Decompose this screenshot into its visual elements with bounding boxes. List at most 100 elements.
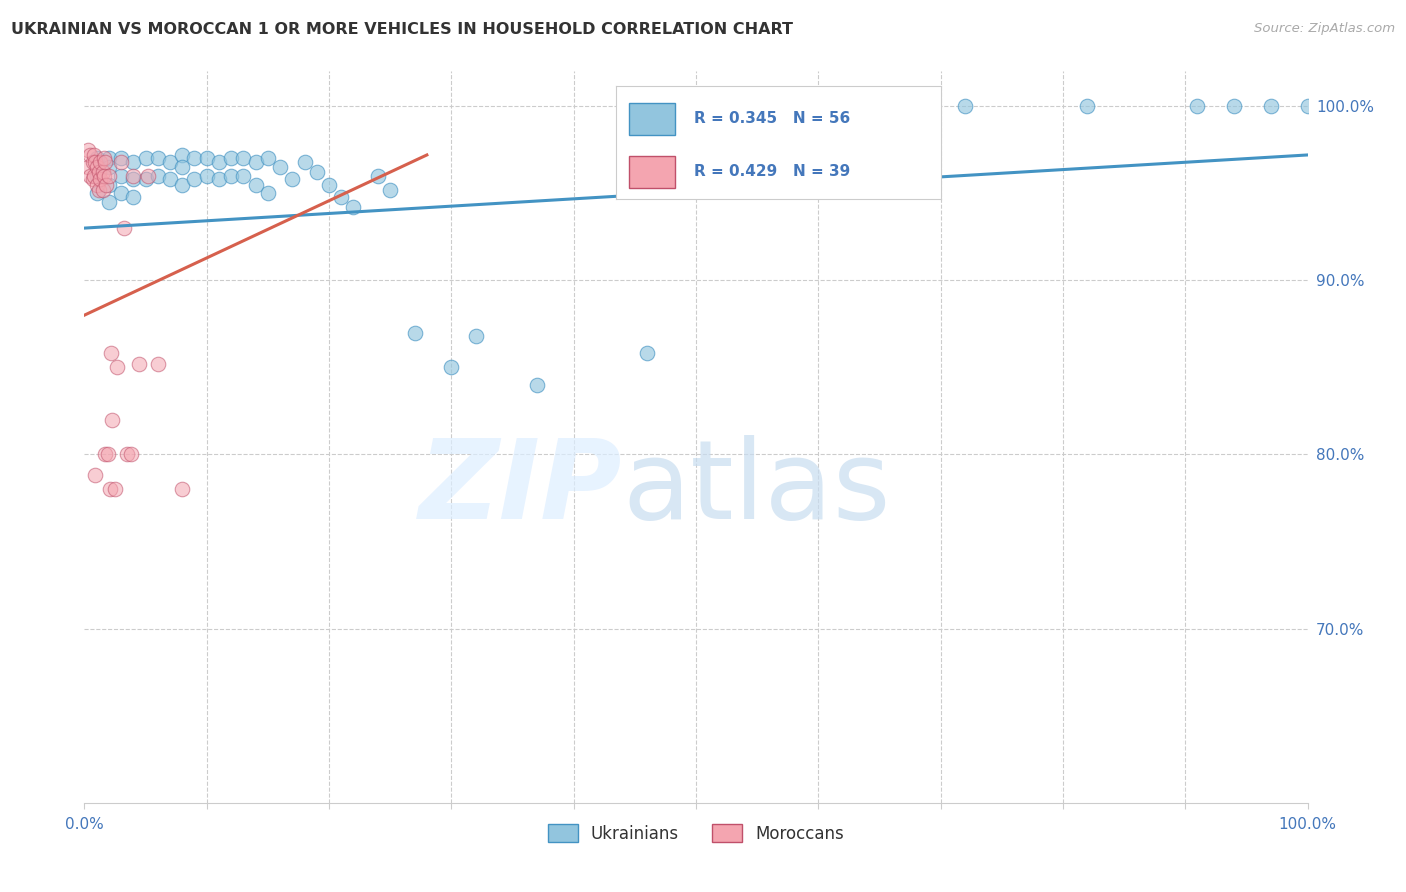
- Point: [83, 148, 105, 162]
- Point: [526, 377, 548, 392]
- Point: [195, 152, 218, 166]
- Point: [367, 169, 389, 183]
- Text: Source: ZipAtlas.com: Source: ZipAtlas.com: [1254, 22, 1395, 36]
- Point: [122, 169, 145, 183]
- Point: [79, 148, 101, 162]
- Legend: Ukrainians, Moroccans: Ukrainians, Moroccans: [541, 818, 851, 849]
- Point: [1260, 99, 1282, 113]
- Point: [87, 165, 110, 179]
- Point: [257, 152, 280, 166]
- Point: [82, 172, 104, 186]
- Point: [208, 155, 231, 169]
- Point: [86, 169, 108, 183]
- Point: [83, 169, 105, 183]
- Point: [97, 152, 120, 166]
- Text: UKRAINIAN VS MOROCCAN 1 OR MORE VEHICLES IN HOUSEHOLD CORRELATION CHART: UKRAINIAN VS MOROCCAN 1 OR MORE VEHICLES…: [11, 22, 793, 37]
- Point: [172, 178, 194, 192]
- Point: [100, 346, 122, 360]
- Point: [122, 172, 145, 186]
- Point: [86, 186, 108, 201]
- Point: [115, 448, 138, 462]
- Point: [172, 148, 194, 162]
- Point: [110, 169, 132, 183]
- Point: [146, 169, 169, 183]
- Point: [183, 172, 205, 186]
- Point: [110, 186, 132, 201]
- Point: [79, 169, 101, 183]
- Point: [97, 448, 120, 462]
- Point: [380, 183, 402, 197]
- Point: [89, 155, 111, 169]
- Text: atlas: atlas: [623, 434, 891, 541]
- Point: [86, 152, 108, 166]
- Point: [159, 172, 181, 186]
- Point: [122, 155, 145, 169]
- Text: ZIP: ZIP: [419, 434, 623, 541]
- Point: [97, 178, 120, 192]
- Point: [257, 186, 280, 201]
- Point: [269, 160, 291, 174]
- Point: [245, 155, 267, 169]
- Point: [97, 194, 120, 209]
- Point: [245, 178, 267, 192]
- Point: [1223, 99, 1246, 113]
- Point: [159, 155, 181, 169]
- Point: [183, 152, 205, 166]
- Point: [464, 329, 486, 343]
- Point: [77, 160, 100, 174]
- Point: [120, 448, 142, 462]
- Point: [232, 152, 254, 166]
- Point: [305, 165, 328, 179]
- Point: [97, 169, 120, 183]
- Point: [404, 326, 426, 340]
- Point: [86, 160, 108, 174]
- Point: [172, 483, 194, 497]
- Point: [232, 169, 254, 183]
- Point: [94, 155, 117, 169]
- Point: [122, 190, 145, 204]
- Point: [101, 412, 124, 426]
- Point: [96, 178, 118, 192]
- Point: [281, 172, 304, 186]
- Point: [110, 155, 132, 169]
- Point: [93, 152, 115, 166]
- Point: [94, 448, 117, 462]
- Point: [135, 152, 157, 166]
- Point: [84, 468, 107, 483]
- Point: [112, 221, 135, 235]
- Point: [89, 172, 111, 186]
- Point: [146, 357, 169, 371]
- Point: [208, 172, 231, 186]
- Point: [98, 483, 121, 497]
- Point: [1076, 99, 1098, 113]
- Point: [195, 169, 218, 183]
- Point: [91, 183, 114, 197]
- Point: [636, 346, 658, 360]
- Point: [172, 160, 194, 174]
- Point: [105, 360, 128, 375]
- Point: [318, 178, 340, 192]
- Point: [440, 360, 463, 375]
- Point: [104, 483, 127, 497]
- Point: [1296, 99, 1319, 113]
- Point: [146, 152, 169, 166]
- Point: [91, 165, 114, 179]
- Point: [86, 178, 108, 192]
- Point: [97, 160, 120, 174]
- Point: [93, 169, 115, 183]
- Point: [110, 152, 132, 166]
- Point: [136, 169, 159, 183]
- Point: [82, 155, 104, 169]
- Point: [87, 183, 110, 197]
- Point: [330, 190, 353, 204]
- Point: [135, 172, 157, 186]
- Point: [294, 155, 316, 169]
- Point: [84, 155, 107, 169]
- Point: [1187, 99, 1209, 113]
- Point: [219, 152, 242, 166]
- Point: [953, 99, 976, 113]
- Point: [77, 143, 100, 157]
- Point: [219, 169, 242, 183]
- Point: [342, 200, 364, 214]
- Point: [128, 357, 150, 371]
